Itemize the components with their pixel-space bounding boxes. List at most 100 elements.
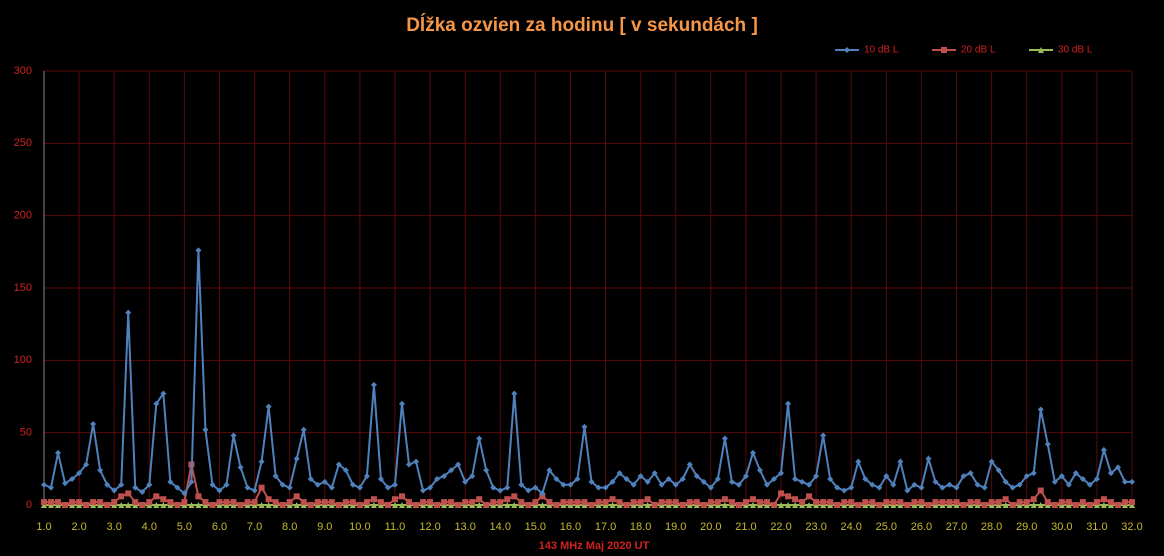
square-marker [286, 499, 293, 506]
triangle-marker [258, 502, 265, 508]
diamond-marker [90, 420, 97, 427]
square-marker [869, 499, 876, 506]
triangle-marker [778, 502, 785, 508]
square-marker [209, 502, 216, 508]
diamond-marker [1107, 470, 1114, 477]
square-marker [469, 499, 476, 506]
square-marker [1044, 499, 1051, 506]
square-marker [651, 502, 658, 508]
square-marker [623, 502, 630, 508]
square-marker [707, 499, 714, 506]
y-tick-label: 200 [14, 210, 32, 222]
diamond-marker [588, 478, 595, 485]
square-marker [820, 499, 827, 506]
square-marker [167, 499, 174, 506]
diamond-marker [1009, 484, 1016, 491]
diamond-marker [595, 484, 602, 491]
diamond-marker [574, 475, 581, 482]
diamond-marker [455, 461, 462, 468]
diamond-marker [848, 484, 855, 491]
diamond-marker [314, 481, 321, 488]
square-marker [841, 499, 848, 506]
diamond-marker [307, 475, 314, 482]
x-tick-label: 3.0 [107, 521, 122, 533]
diamond-marker [581, 423, 588, 430]
diamond-marker [946, 481, 953, 488]
diamond-marker [406, 461, 413, 468]
diamond-marker [335, 461, 342, 468]
diamond-marker [497, 487, 504, 494]
diamond-marker [693, 473, 700, 480]
square-marker [918, 499, 925, 506]
square-marker [69, 499, 76, 506]
square-marker [553, 502, 560, 508]
square-marker [813, 499, 820, 506]
diamond-marker [651, 470, 658, 477]
diamond-marker [258, 458, 265, 465]
square-marker [97, 499, 104, 506]
square-marker [981, 502, 988, 508]
diamond-marker [862, 475, 869, 482]
diamond-marker [286, 484, 293, 491]
diamond-marker [686, 461, 693, 468]
square-marker [960, 502, 967, 508]
triangle-marker [188, 502, 195, 508]
square-marker [574, 499, 581, 506]
diamond-marker [932, 478, 939, 485]
diamond-marker [483, 467, 490, 474]
triangle-marker [153, 502, 160, 508]
diamond-marker [637, 473, 644, 480]
diamond-marker [630, 481, 637, 488]
square-marker [609, 496, 616, 503]
diamond-marker [1030, 470, 1037, 477]
square-marker [511, 493, 518, 500]
square-marker [504, 496, 511, 503]
x-tick-label: 10.0 [349, 521, 370, 533]
triangle-marker [195, 502, 202, 508]
legend-label: 20 dB L [961, 45, 996, 56]
square-marker [1009, 502, 1016, 508]
diamond-marker [265, 403, 272, 410]
diamond-marker [602, 484, 609, 491]
diamond-marker [272, 473, 279, 480]
diamond-marker [756, 467, 763, 474]
square-marker [497, 499, 504, 506]
square-marker [328, 499, 335, 506]
x-tick-label: 5.0 [177, 521, 192, 533]
diamond-marker [504, 484, 511, 491]
square-marker [139, 502, 146, 508]
diamond-marker [665, 475, 672, 482]
square-marker [602, 499, 609, 506]
square-marker [672, 499, 679, 506]
square-marker [384, 502, 391, 508]
diamond-marker [763, 481, 770, 488]
x-tick-label: 29.0 [1016, 521, 1037, 533]
diamond-marker [181, 490, 188, 497]
square-marker [939, 499, 946, 506]
square-marker [1093, 499, 1100, 506]
square-marker [76, 499, 83, 506]
x-tick-label: 23.0 [805, 521, 826, 533]
square-marker [799, 499, 806, 506]
diamond-marker [876, 484, 883, 491]
diamond-marker [104, 481, 111, 488]
square-marker [1072, 502, 1079, 508]
diamond-marker [223, 481, 230, 488]
legend-label: 30 dB L [1058, 45, 1093, 56]
square-marker [953, 499, 960, 506]
y-tick-label: 150 [14, 282, 32, 294]
square-marker [855, 502, 862, 508]
square-marker [448, 499, 455, 506]
square-marker [483, 502, 490, 508]
x-tick-label: 32.0 [1121, 521, 1142, 533]
diamond-marker [1093, 475, 1100, 482]
square-marker [588, 502, 595, 508]
diamond-marker [279, 481, 286, 488]
diamond-marker [420, 487, 427, 494]
y-tick-label: 100 [14, 354, 32, 366]
square-marker [279, 502, 286, 508]
square-marker [427, 499, 434, 506]
triangle-marker [293, 502, 300, 508]
square-marker [104, 502, 111, 508]
square-marker [749, 496, 756, 503]
